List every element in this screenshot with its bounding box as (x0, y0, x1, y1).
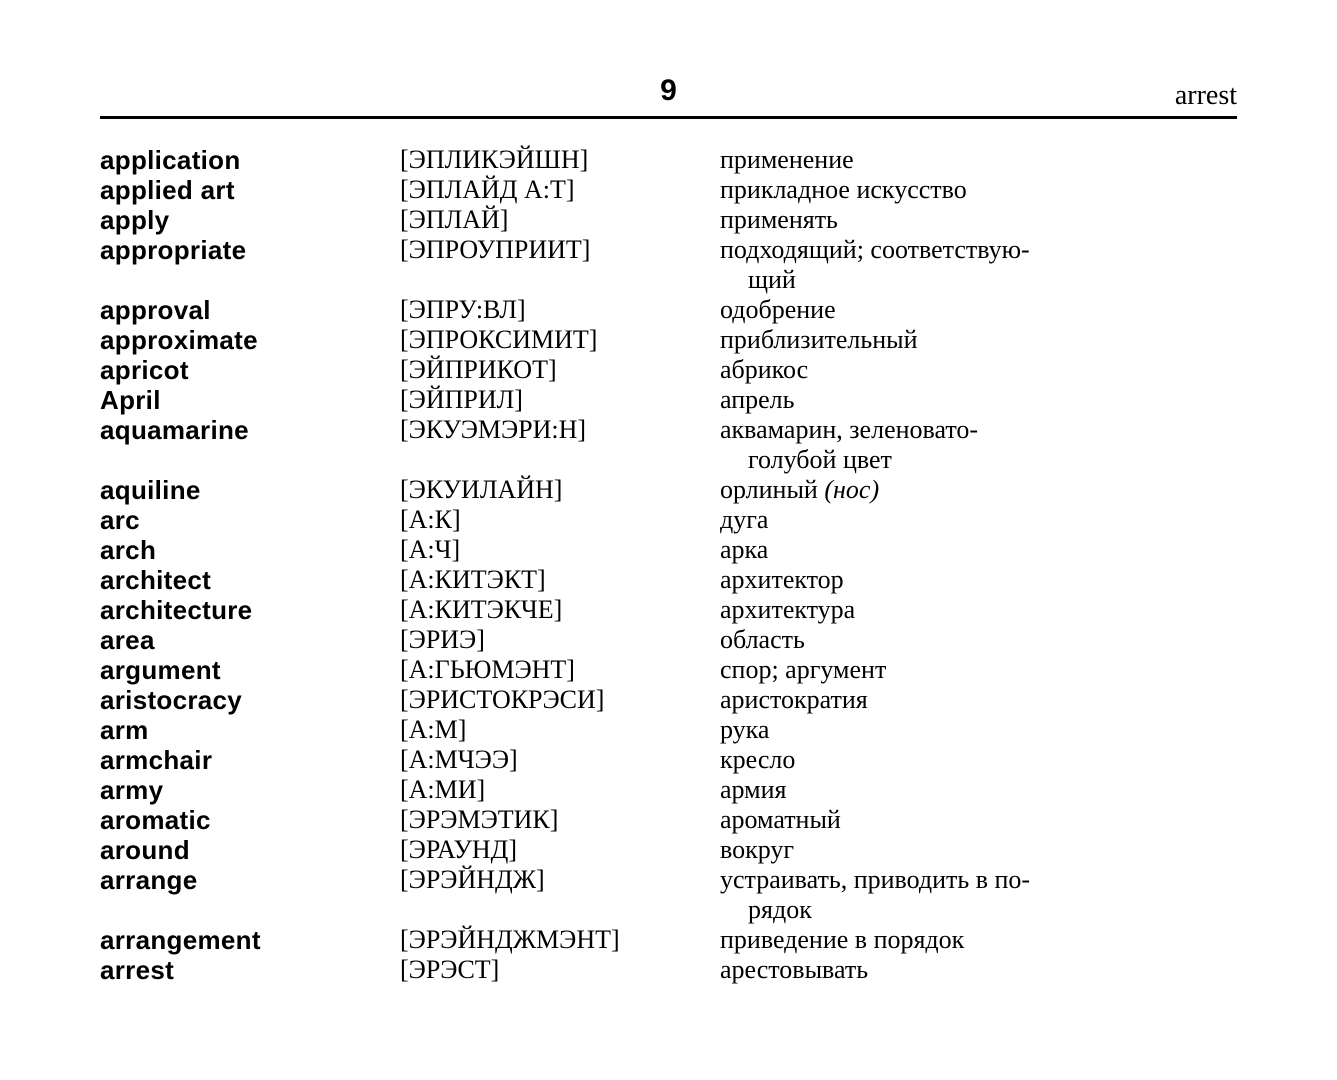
pronunciation-empty (400, 895, 720, 925)
translation: рука (720, 715, 1237, 745)
translation-continuation: щий (720, 265, 1237, 295)
pronunciation: [ЭПРОУПРИИТ] (400, 235, 720, 265)
pronunciation-empty (400, 265, 720, 295)
translation: ароматный (720, 805, 1237, 835)
translation: архитектура (720, 595, 1237, 625)
pronunciation: [ЭРЭЙНДЖМЭНТ] (400, 925, 720, 955)
translation: применение (720, 145, 1237, 175)
translation: аристократия (720, 685, 1237, 715)
translation: армия (720, 775, 1237, 805)
page-number: 9 (660, 74, 677, 108)
translation: орлиный (нос) (720, 475, 1237, 505)
translation: приблизительный (720, 325, 1237, 355)
translation: архитектор (720, 565, 1237, 595)
translation: подходящий; соответствую- (720, 235, 1237, 265)
headword: April (100, 385, 400, 415)
translation-continuation: голубой цвет (720, 445, 1237, 475)
pronunciation: [А:К] (400, 505, 720, 535)
headword: army (100, 775, 400, 805)
headword: arch (100, 535, 400, 565)
headword: area (100, 625, 400, 655)
pronunciation: [ЭРЭСТ] (400, 955, 720, 985)
pronunciation: [ЭРИЭ] (400, 625, 720, 655)
pronunciation: [ЭРЭМЭТИК] (400, 805, 720, 835)
headword: architect (100, 565, 400, 595)
pronunciation: [ЭКУИЛАЙН] (400, 475, 720, 505)
headword: aromatic (100, 805, 400, 835)
headword: aquamarine (100, 415, 400, 445)
headword: arm (100, 715, 400, 745)
pronunciation: [ЭПЛАЙД А:Т] (400, 175, 720, 205)
headword: apricot (100, 355, 400, 385)
translation: вокруг (720, 835, 1237, 865)
pronunciation: [ЭПРУ:ВЛ] (400, 295, 720, 325)
translation: апрель (720, 385, 1237, 415)
pronunciation: [ЭПЛАЙ] (400, 205, 720, 235)
headword: armchair (100, 745, 400, 775)
translation: одобрение (720, 295, 1237, 325)
guide-word: arrest (1175, 80, 1237, 112)
headword: around (100, 835, 400, 865)
translation: устраивать, приводить в по- (720, 865, 1237, 895)
headword: architecture (100, 595, 400, 625)
translation: область (720, 625, 1237, 655)
pronunciation: [ЭРЭЙНДЖ] (400, 865, 720, 895)
translation: абрикос (720, 355, 1237, 385)
headword-empty (100, 265, 400, 295)
headword: approximate (100, 325, 400, 355)
translation: арка (720, 535, 1237, 565)
pronunciation: [А:МЧЭЭ] (400, 745, 720, 775)
pronunciation: [ЭКУЭМЭРИ:Н] (400, 415, 720, 445)
headword: aristocracy (100, 685, 400, 715)
translation: арестовывать (720, 955, 1237, 985)
translation: кресло (720, 745, 1237, 775)
headword-empty (100, 895, 400, 925)
headword: applied art (100, 175, 400, 205)
headword-empty (100, 445, 400, 475)
pronunciation: [ЭРИСТОКРЭСИ] (400, 685, 720, 715)
pronunciation: [ЭЙПРИКОТ] (400, 355, 720, 385)
pronunciation: [А:КИТЭКЧЕ] (400, 595, 720, 625)
pronunciation: [А:Ч] (400, 535, 720, 565)
translation: применять (720, 205, 1237, 235)
headword: arc (100, 505, 400, 535)
pronunciation: [ЭЙПРИЛ] (400, 385, 720, 415)
translation: аквамарин, зеленовато- (720, 415, 1237, 445)
translation: приведение в порядок (720, 925, 1237, 955)
translation: дуга (720, 505, 1237, 535)
pronunciation: [А:ГЬЮМЭНТ] (400, 655, 720, 685)
headword: aquiline (100, 475, 400, 505)
page-header: 9 arrest (100, 80, 1237, 119)
pronunciation: [А:КИТЭКТ] (400, 565, 720, 595)
headword: approval (100, 295, 400, 325)
entries-grid: application[ЭПЛИКЭЙШН]применение applied … (100, 145, 1237, 985)
pronunciation-empty (400, 445, 720, 475)
headword: arrange (100, 865, 400, 895)
pronunciation: [ЭПЛИКЭЙШН] (400, 145, 720, 175)
pronunciation: [ЭРАУНД] (400, 835, 720, 865)
pronunciation: [ЭПРОКСИМИТ] (400, 325, 720, 355)
translation-continuation: рядок (720, 895, 1237, 925)
headword: appropriate (100, 235, 400, 265)
pronunciation: [А:МИ] (400, 775, 720, 805)
translation: прикладное искусство (720, 175, 1237, 205)
headword: application (100, 145, 400, 175)
translation-note: (нос) (824, 475, 879, 504)
headword: apply (100, 205, 400, 235)
headword: arrest (100, 955, 400, 985)
translation: спор; аргумент (720, 655, 1237, 685)
dictionary-page: 9 arrest application[ЭПЛИКЭЙШН]применени… (0, 0, 1337, 985)
pronunciation: [А:М] (400, 715, 720, 745)
headword: arrangement (100, 925, 400, 955)
headword: argument (100, 655, 400, 685)
